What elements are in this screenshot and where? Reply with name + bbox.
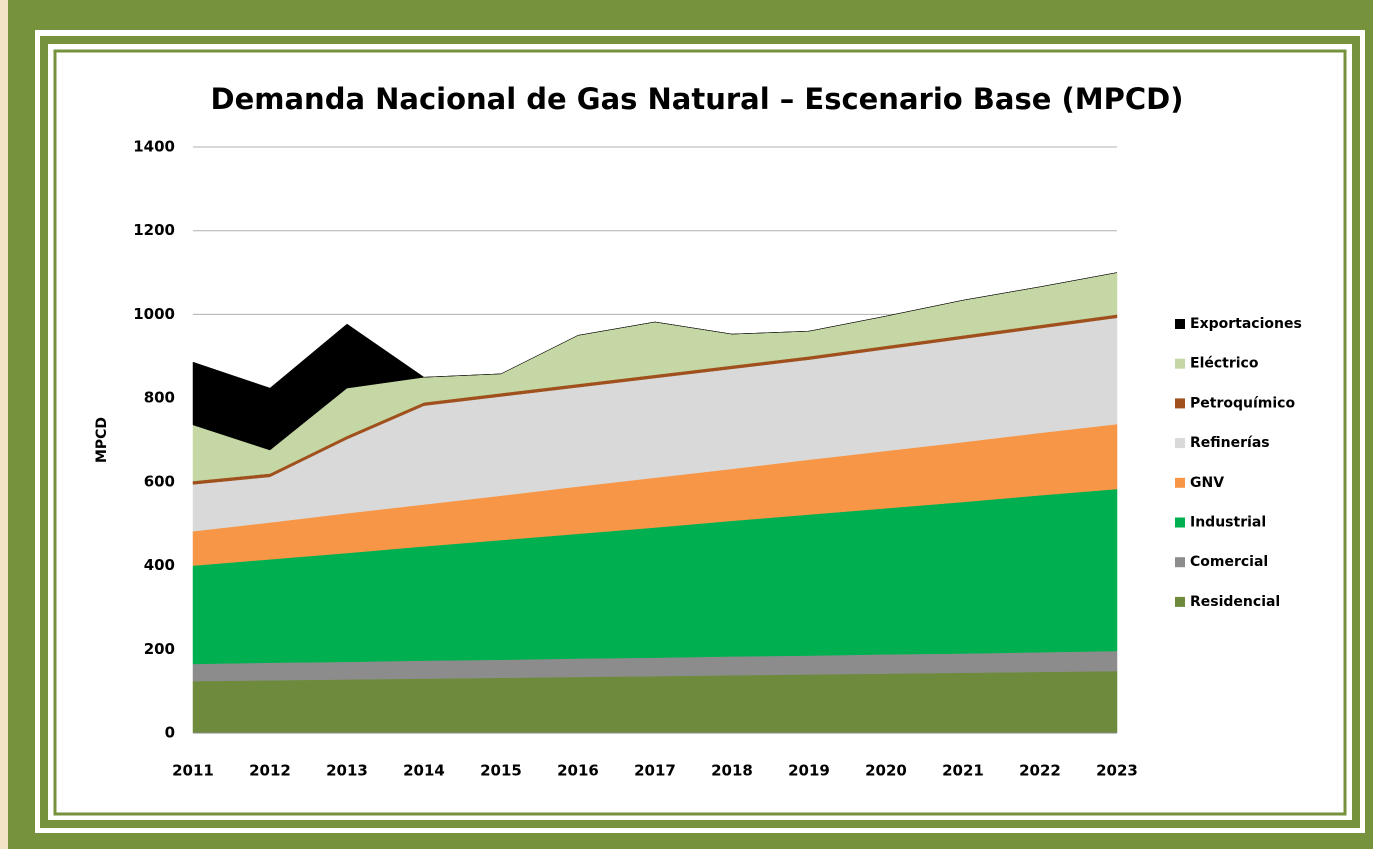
chart-title: Demanda Nacional de Gas Natural – Escena… <box>211 82 1184 116</box>
y-tick-label: 1000 <box>133 305 175 323</box>
y-tick-label: 0 <box>165 724 175 742</box>
x-tick-label: 2013 <box>326 762 368 780</box>
y-tick-label: 1200 <box>133 221 175 239</box>
x-tick-label: 2011 <box>172 762 214 780</box>
legend-label: Residencial <box>1190 594 1280 610</box>
legend-swatch <box>1175 557 1185 568</box>
area <box>192 272 1118 451</box>
x-tick-label: 2017 <box>634 762 676 780</box>
legend-swatch <box>1175 358 1185 369</box>
x-tick-label: 2018 <box>711 762 753 780</box>
x-tick-label: 2023 <box>1096 762 1138 780</box>
x-tick-label: 2012 <box>249 762 291 780</box>
y-tick-label: 600 <box>144 472 175 490</box>
x-tick-label: 2015 <box>480 762 522 780</box>
y-tick-label: 400 <box>144 556 175 574</box>
x-tick-label: 2020 <box>865 762 907 780</box>
legend-swatch <box>1175 477 1185 488</box>
legend-label: Comercial <box>1190 554 1268 570</box>
x-tick-label: 2016 <box>557 762 599 780</box>
y-tick-label: 1400 <box>133 138 175 156</box>
y-axis-label: MPCD <box>94 417 110 463</box>
legend-swatch <box>1175 398 1185 409</box>
legend-label: Exportaciones <box>1190 316 1302 332</box>
legend-label: GNV <box>1190 475 1224 491</box>
y-tick-label: 200 <box>144 640 175 658</box>
x-tick-label: 2014 <box>403 762 445 780</box>
legend-label: Refinerías <box>1190 435 1270 451</box>
legend-label: Eléctrico <box>1190 356 1259 372</box>
legend-swatch <box>1175 438 1185 449</box>
y-tick-label: 800 <box>144 389 175 407</box>
legend-swatch <box>1175 319 1185 329</box>
x-tick-label: 2022 <box>1019 762 1061 780</box>
x-tick-label: 2021 <box>942 762 984 780</box>
legend-swatch <box>1175 596 1185 607</box>
legend-swatch <box>1175 517 1185 528</box>
area <box>192 670 1118 734</box>
frame-border <box>53 49 1347 816</box>
x-tick-label: 2019 <box>788 762 830 780</box>
legend-label: Industrial <box>1190 515 1266 531</box>
legend-label: Petroquímico <box>1190 395 1295 411</box>
frame-border <box>40 36 1360 828</box>
